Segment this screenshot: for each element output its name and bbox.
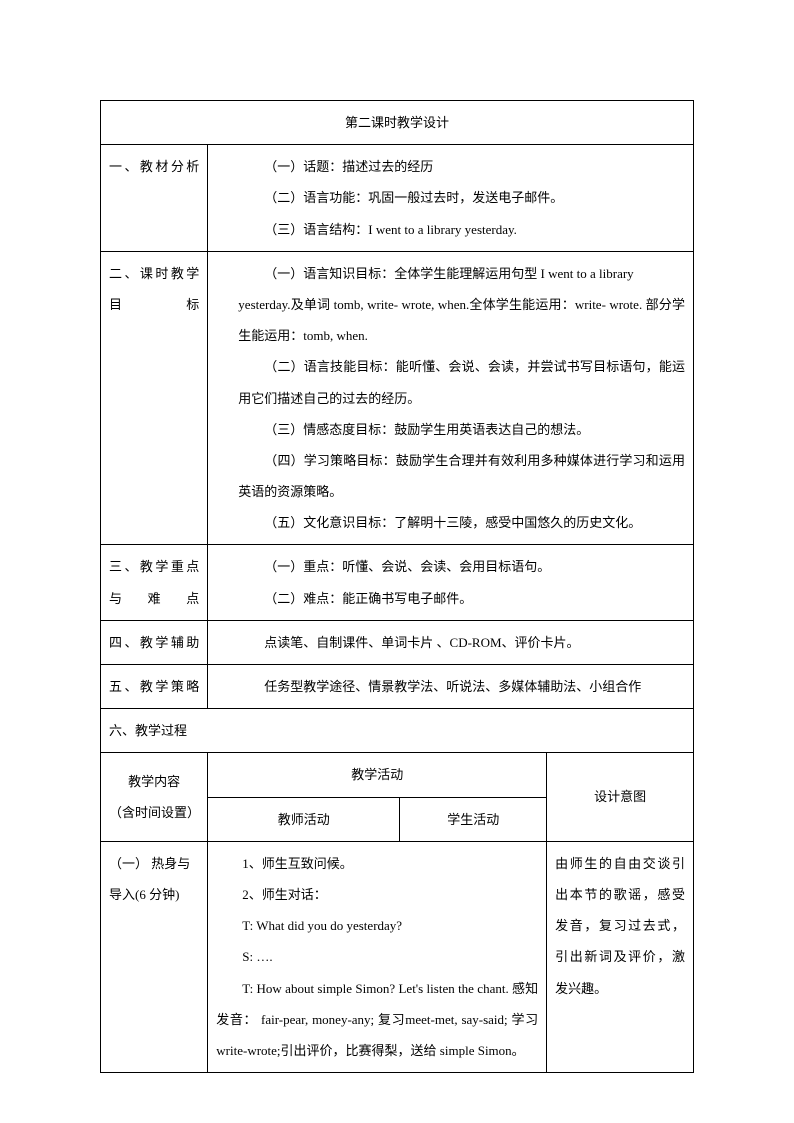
section4-content: 点读笔、自制课件、单词卡片 、CD-ROM、评价卡片。 bbox=[208, 620, 694, 664]
section2-label: 二、课时教学目标 bbox=[101, 251, 208, 545]
section1-item2: （二）语言功能：巩固一般过去时，发送电子邮件。 bbox=[238, 182, 685, 213]
section3-label: 三、教学重点与难点 bbox=[101, 545, 208, 620]
row1-activity-line5: T: How about simple Simon? Let's listen … bbox=[216, 973, 538, 1067]
section1-label: 一、教材分析 bbox=[101, 145, 208, 252]
row1-label: （一） 热身与导入(6 分钟) bbox=[101, 841, 208, 1072]
header-col2-sub2: 学生活动 bbox=[400, 797, 547, 841]
section2-item4: （四）学习策略目标：鼓励学生合理并有效利用多种媒体进行学习和运用英语的资源策略。 bbox=[238, 445, 685, 507]
header-col2: 教学活动 bbox=[208, 753, 547, 797]
section4-text: 点读笔、自制课件、单词卡片 、CD-ROM、评价卡片。 bbox=[238, 627, 685, 658]
row1-activity-line2: 2、师生对话： bbox=[216, 879, 538, 910]
row1-activity-line1: 1、师生互致问候。 bbox=[216, 848, 538, 879]
section2-item2: （二）语言技能目标：能听懂、会说、会读，并尝试书写目标语句，能运用它们描述自己的… bbox=[238, 351, 685, 413]
section2-item3: （三）情感态度目标：鼓励学生用英语表达自己的想法。 bbox=[238, 414, 685, 445]
section2-item1-part1: （一）语言知识目标：全体学生能理解运用句型 I went to a librar… bbox=[238, 258, 685, 289]
row1-activity: 1、师生互致问候。 2、师生对话： T: What did you do yes… bbox=[208, 841, 547, 1072]
row1-activity-line4: S: …. bbox=[216, 941, 538, 972]
section4-label: 四、教学辅助 bbox=[101, 620, 208, 664]
section1-item1: （一）话题：描述过去的经历 bbox=[238, 151, 685, 182]
section2-item5: （五）文化意识目标：了解明十三陵，感受中国悠久的历史文化。 bbox=[238, 507, 685, 538]
section1-item3: （三）语言结构：I went to a library yesterday. bbox=[238, 214, 685, 245]
header-col3: 设计意图 bbox=[547, 753, 694, 841]
header-col1-line2: （含时间设置） bbox=[109, 797, 199, 828]
lesson-plan-table: 第二课时教学设计 一、教材分析 （一）话题：描述过去的经历 （二）语言功能：巩固… bbox=[100, 100, 694, 1073]
section3-item2: （二）难点：能正确书写电子邮件。 bbox=[238, 583, 685, 614]
section5-label: 五、教学策略 bbox=[101, 665, 208, 709]
section2-item1-part2: yesterday.及单词 tomb, write- wrote, when.全… bbox=[238, 289, 685, 351]
row1-purpose: 由师生的自由交谈引出本节的歌谣，感受发音，复习过去式，引出新词及评价，激发兴趣。 bbox=[547, 841, 694, 1072]
header-col2-sub1: 教师活动 bbox=[208, 797, 400, 841]
section3-content: （一）重点：听懂、会说、会读、会用目标语句。 （二）难点：能正确书写电子邮件。 bbox=[208, 545, 694, 620]
document-title: 第二课时教学设计 bbox=[101, 101, 694, 145]
section1-content: （一）话题：描述过去的经历 （二）语言功能：巩固一般过去时，发送电子邮件。 （三… bbox=[208, 145, 694, 252]
section5-content: 任务型教学途径、情景教学法、听说法、多媒体辅助法、小组合作 bbox=[208, 665, 694, 709]
section3-item1: （一）重点：听懂、会说、会读、会用目标语句。 bbox=[238, 551, 685, 582]
section5-text: 任务型教学途径、情景教学法、听说法、多媒体辅助法、小组合作 bbox=[238, 671, 685, 702]
section2-content: （一）语言知识目标：全体学生能理解运用句型 I went to a librar… bbox=[208, 251, 694, 545]
header-col1: 教学内容 （含时间设置） bbox=[101, 753, 208, 841]
header-col1-line1: 教学内容 bbox=[109, 766, 199, 797]
section6-label: 六、教学过程 bbox=[101, 709, 694, 753]
row1-activity-line3: T: What did you do yesterday? bbox=[216, 910, 538, 941]
